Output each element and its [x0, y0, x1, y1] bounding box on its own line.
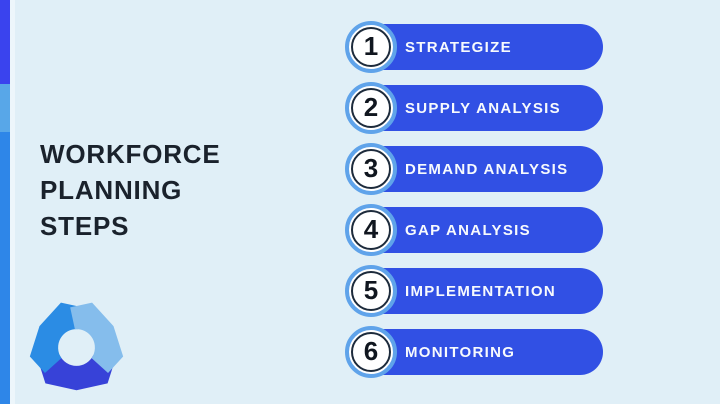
step-number-badge: 1 [345, 21, 397, 73]
title-line-1: WORKFORCE [40, 139, 221, 169]
title-line-2: PLANNING [40, 175, 183, 205]
step-row-6: MONITORING 6 [345, 326, 603, 378]
step-row-1: STRATEGIZE 1 [345, 21, 603, 73]
left-accent-stripe [0, 0, 10, 404]
step-number-badge: 3 [345, 143, 397, 195]
step-pill: SUPPLY ANALYSIS [361, 85, 603, 131]
stripe-segment-top [0, 0, 10, 84]
step-number: 2 [363, 92, 379, 122]
step-number: 5 [363, 275, 379, 305]
step-pill: GAP ANALYSIS [361, 207, 603, 253]
logo-top-right-piece [70, 302, 124, 374]
title-line-3: STEPS [40, 211, 130, 241]
step-label: GAP ANALYSIS [405, 221, 531, 239]
logo-top-left-piece [29, 302, 83, 374]
page-title: WORKFORCE PLANNING STEPS [40, 136, 221, 244]
step-number-badge: 2 [345, 82, 397, 134]
stripe-segment-bottom [0, 132, 10, 404]
step-number: 6 [363, 336, 379, 366]
logo-bottom-piece [38, 355, 115, 391]
step-pill: STRATEGIZE [361, 24, 603, 70]
step-label: IMPLEMENTATION [405, 282, 556, 300]
step-label: STRATEGIZE [405, 38, 512, 56]
step-number: 4 [363, 214, 379, 244]
step-row-4: GAP ANALYSIS 4 [345, 204, 603, 256]
step-label: SUPPLY ANALYSIS [405, 99, 561, 117]
step-label: MONITORING [405, 343, 516, 361]
step-number: 3 [363, 153, 379, 183]
step-row-5: IMPLEMENTATION 5 [345, 265, 603, 317]
step-pill: MONITORING [361, 329, 603, 375]
step-row-3: DEMAND ANALYSIS 3 [345, 143, 603, 195]
step-pill: IMPLEMENTATION [361, 268, 603, 314]
step-number: 1 [363, 31, 379, 61]
triskelion-logo-icon [29, 302, 124, 391]
step-label: DEMAND ANALYSIS [405, 160, 569, 178]
step-number-badge: 5 [345, 265, 397, 317]
step-number-badge: 6 [345, 326, 397, 378]
step-row-2: SUPPLY ANALYSIS 2 [345, 82, 603, 134]
step-number-badge: 4 [345, 204, 397, 256]
stripe-segment-middle [0, 84, 10, 132]
steps-list: STRATEGIZE 1 SUPPLY ANALYSIS 2 DEMAND AN… [345, 21, 605, 387]
stripe-gap [10, 0, 15, 404]
step-pill: DEMAND ANALYSIS [361, 146, 603, 192]
